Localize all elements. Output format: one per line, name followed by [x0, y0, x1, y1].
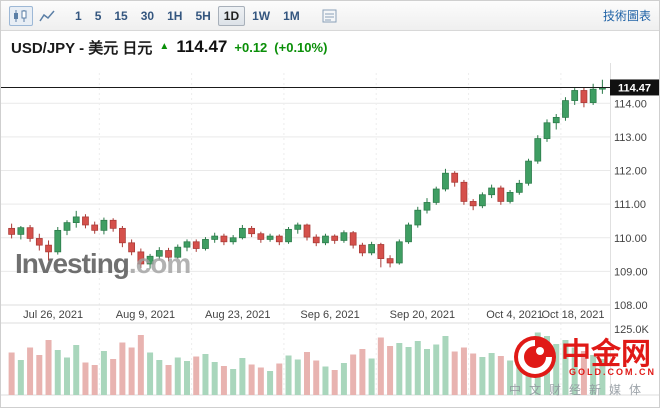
indicators-button[interactable] [318, 6, 342, 26]
price-up-arrow-icon: ▲ [159, 41, 170, 52]
interval-1D[interactable]: 1D [217, 5, 246, 26]
last-price-tag [610, 79, 659, 96]
gridlines: 114.00 113.00 112.00 111.00 110.00 109.00 108.… [1, 73, 648, 395]
chart-area[interactable]: 114.00 113.00 112.00 111.00 110.00 109.00 108.… [1, 63, 659, 407]
interval-5[interactable]: 5 [89, 6, 108, 26]
interval-1[interactable]: 1 [69, 6, 88, 26]
line-chart-icon [39, 10, 55, 21]
interval-1M[interactable]: 1M [277, 6, 306, 26]
svg-text:Oct 18, 2021: Oct 18, 2021 [542, 309, 605, 321]
price-change-percent: (+0.10%) [274, 39, 328, 55]
svg-text:Sep 6, 2021: Sep 6, 2021 [300, 309, 359, 321]
svg-text:Jul 26, 2021: Jul 26, 2021 [23, 309, 83, 321]
svg-text:114.00: 114.00 [614, 98, 647, 110]
toolbar: 1 5 15 30 1H 5H 1D 1W 1M 技術圖表 [1, 1, 659, 31]
interval-1W[interactable]: 1W [246, 6, 276, 26]
interval-group: 1 5 15 30 1H 5H 1D 1W 1M [69, 5, 306, 26]
volume-bars [8, 332, 606, 395]
svg-text:Aug 9, 2021: Aug 9, 2021 [116, 309, 175, 321]
indicators-icon [322, 9, 337, 22]
interval-1H[interactable]: 1H [161, 6, 188, 26]
svg-text:Aug 23, 2021: Aug 23, 2021 [205, 309, 270, 321]
candlestick-type-button[interactable] [9, 5, 33, 26]
candlestick-icon [14, 9, 27, 22]
svg-text:110.00: 110.00 [614, 233, 647, 245]
price-change: +0.12 [234, 39, 268, 55]
interval-5H[interactable]: 5H [189, 6, 216, 26]
line-type-button[interactable] [35, 6, 59, 26]
svg-text:Oct 4, 2021: Oct 4, 2021 [486, 309, 543, 321]
svg-text:113.00: 113.00 [614, 132, 647, 144]
svg-text:Sep 20, 2021: Sep 20, 2021 [390, 309, 455, 321]
svg-text:111.00: 111.00 [614, 199, 646, 211]
last-price: 114.47 [176, 37, 228, 56]
candles [8, 79, 606, 269]
svg-text:112.00: 112.00 [614, 166, 647, 178]
technical-chart-link[interactable]: 技術圖表 [602, 9, 651, 23]
svg-text:108.00: 108.00 [614, 300, 648, 312]
interval-15[interactable]: 15 [108, 6, 133, 26]
svg-text:114.47: 114.47 [618, 82, 651, 94]
interval-30[interactable]: 30 [135, 6, 160, 26]
price-chart-svg[interactable]: 114.00 113.00 112.00 111.00 110.00 109.00 108.… [1, 63, 659, 407]
svg-text:109.00: 109.00 [614, 266, 648, 278]
svg-text:125.0K: 125.0K [614, 324, 650, 336]
instrument-header: USD/JPY - 美元 日元 ▲ 114.47 +0.12 (+0.10%) [1, 31, 659, 63]
instrument-title: USD/JPY - 美元 日元 [11, 39, 153, 57]
